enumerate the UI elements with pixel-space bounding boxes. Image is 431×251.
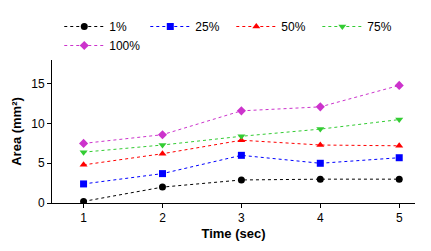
svg-text:100%: 100% — [109, 39, 140, 53]
svg-text:1%: 1% — [109, 20, 127, 34]
svg-text:25%: 25% — [195, 20, 219, 34]
svg-text:4: 4 — [317, 211, 324, 225]
svg-text:0: 0 — [38, 196, 45, 210]
svg-text:1: 1 — [80, 211, 87, 225]
svg-text:15: 15 — [31, 77, 45, 91]
svg-text:2: 2 — [159, 211, 166, 225]
svg-text:5: 5 — [396, 211, 403, 225]
svg-text:50%: 50% — [281, 20, 305, 34]
svg-text:Time (sec): Time (sec) — [201, 226, 265, 241]
svg-text:75%: 75% — [367, 20, 391, 34]
svg-text:3: 3 — [238, 211, 245, 225]
svg-text:10: 10 — [31, 117, 45, 131]
svg-text:Area (mm²): Area (mm²) — [9, 97, 24, 166]
svg-text:5: 5 — [38, 156, 45, 170]
